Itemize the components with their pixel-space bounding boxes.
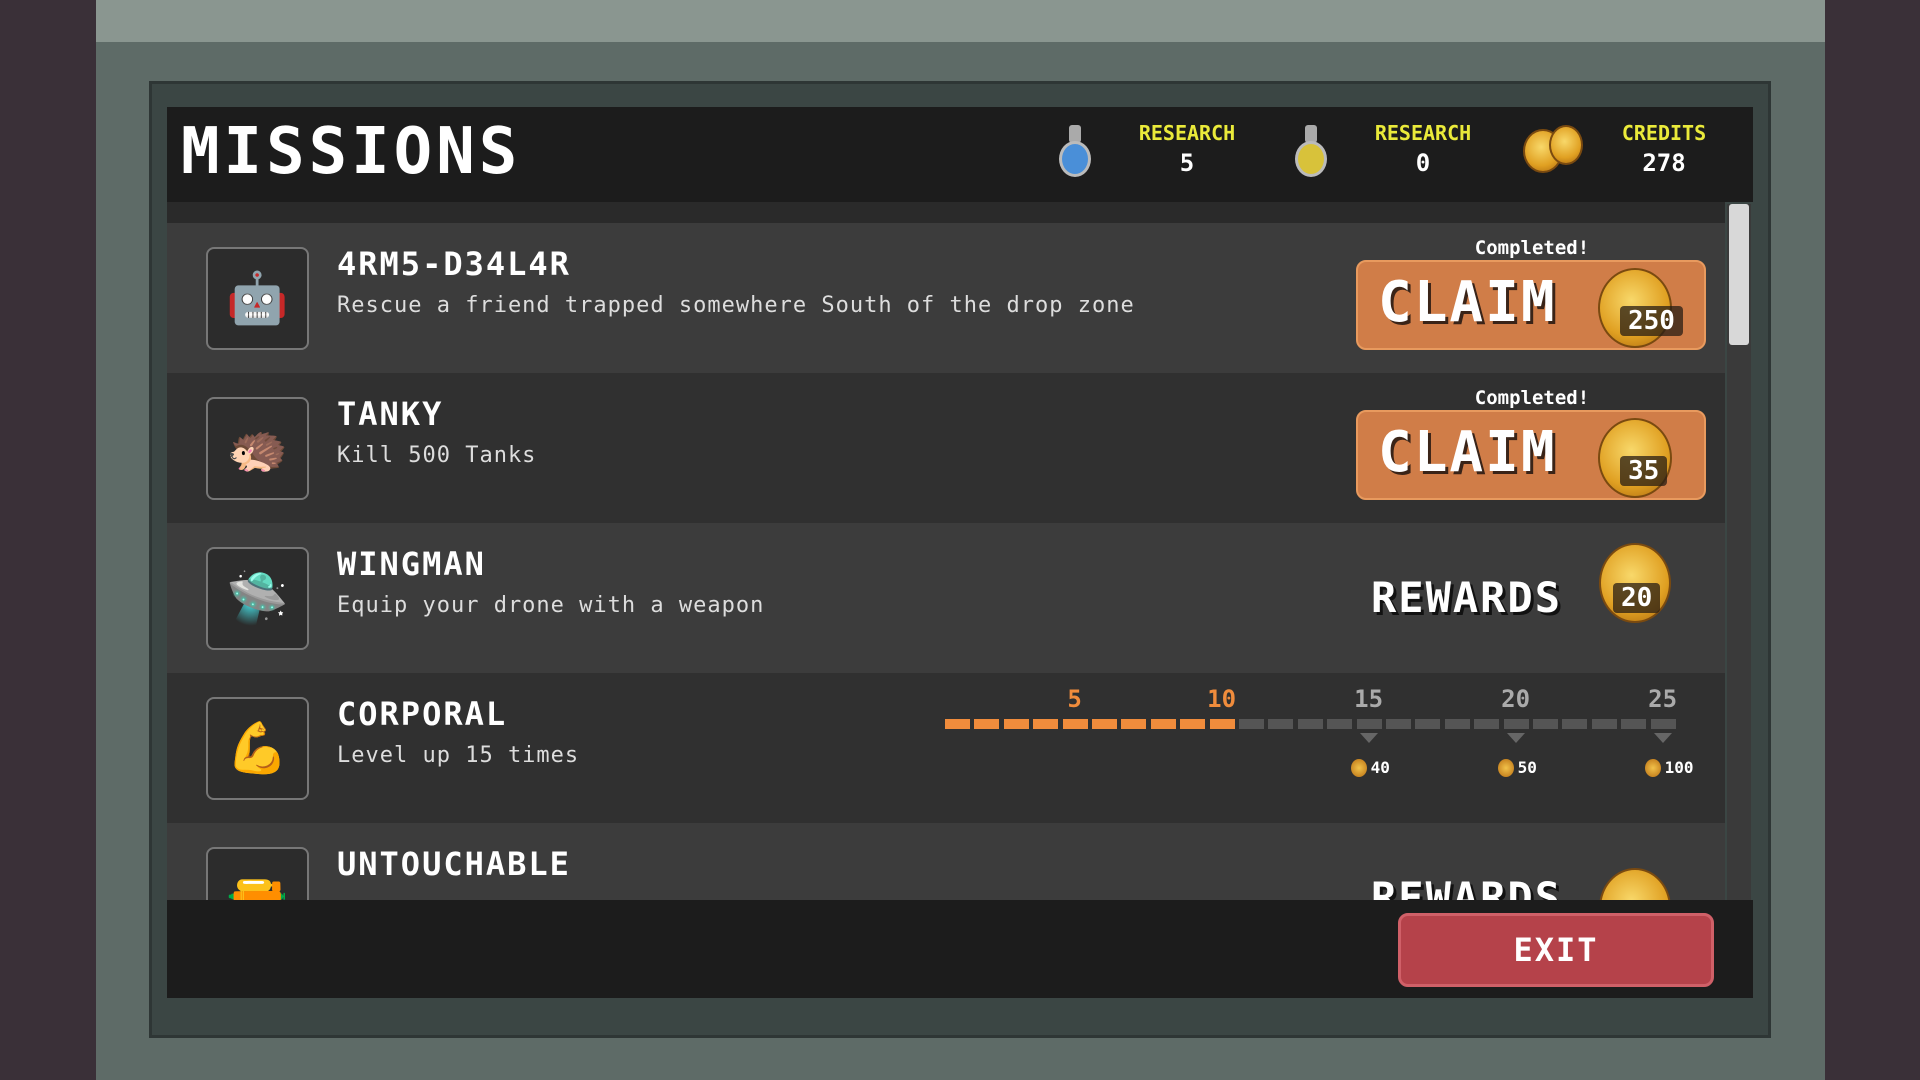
milestone-amount: 50 [1517,758,1537,777]
progress-tick-label: 10 [1207,685,1237,713]
mission-title: UNTOUCHABLE [337,845,571,883]
progress-segment [1062,719,1088,729]
rewards-label: REWARDS [1371,573,1563,622]
soldier-icon: 💪 [206,697,309,800]
mission-title: TANKY [337,395,444,433]
rewards-label: REWARDS [1371,873,1563,900]
blue-flask-icon [1057,125,1093,179]
window-frame-top [96,0,1825,42]
claim-button[interactable]: CLAIM 250 [1356,260,1706,350]
progress-segment [1444,719,1470,729]
yellow-flask-icon [1293,125,1329,179]
progress-segment [1297,719,1323,729]
progress-segment [1003,719,1029,729]
progress-segment [1562,719,1588,729]
progress-segment [1268,719,1294,729]
reward-amount: 250 [1620,306,1683,336]
background-left [0,0,96,1080]
mission-title: 4RM5-D34L4R [337,245,571,283]
progress-tick-label: 20 [1501,685,1531,713]
reward-amount: 20 [1613,583,1661,613]
progress-segment [1092,719,1117,729]
coin-icon [1644,758,1661,777]
milestone-reward: 40 [1350,758,1390,777]
gunner-icon: 🔫 [206,847,309,900]
research-label: RESEARCH [1138,121,1236,145]
milestone-marker [1506,733,1525,743]
claim-button[interactable]: CLAIM 35 [1356,410,1706,500]
progress-segment [1591,719,1617,729]
progress-segment [974,719,1000,729]
progress-tick-label: 15 [1354,685,1384,713]
completed-label: Completed! [1474,237,1590,259]
mission-row: 🛸 WINGMAN Equip your drone with a weapon… [167,523,1725,673]
mission-row: 💪 CORPORAL Level up 15 times 5 10 15 20 25 40… [167,673,1725,823]
mission-desc: Rescue a friend trapped somewhere South … [337,293,1135,318]
progress-segment [1150,719,1176,729]
research-value: 5 [1179,149,1195,177]
page-title: MISSIONS [181,115,522,189]
progress-segment [1327,719,1353,729]
reward-amount: 35 [1620,456,1668,486]
robot-icon: 🤖 [206,247,309,350]
claim-label: CLAIM [1378,270,1557,335]
mission-title: WINGMAN [337,545,486,583]
completed-label: Completed! [1474,387,1590,409]
progress-tick-label: 25 [1648,685,1678,713]
scrollbar[interactable] [1727,204,1751,900]
milestone-amount: 100 [1664,758,1694,777]
background-right [1825,0,1920,1080]
milestone-reward: 100 [1644,758,1694,777]
research-label: RESEARCH [1374,121,1472,145]
mission-row: 🤖 4RM5-D34L4R Rescue a friend trapped so… [167,223,1725,373]
mission-desc: Equip your drone with a weapon [337,593,765,618]
milestone-amount: 40 [1370,758,1390,777]
progress-segment [1386,719,1411,729]
hedgehog-icon: 🦔 [206,397,309,500]
progress-segment [1503,719,1529,729]
progress-segment [945,719,970,729]
progress-segment [1415,719,1441,729]
progress-segment [1621,719,1647,729]
progress-segment [1239,719,1264,729]
progress-segment [1209,719,1235,729]
research-value: 0 [1415,149,1431,177]
claim-label: CLAIM [1378,420,1557,485]
progress-segment [1474,719,1500,729]
header: MISSIONS RESEARCH 5 RESEARCH 0 CREDITS 2… [167,107,1753,202]
progress-segment [1033,719,1059,729]
progress-segment [1533,719,1558,729]
milestone-marker [1359,733,1378,743]
mission-title: CORPORAL [337,695,508,733]
exit-button[interactable]: EXIT [1398,913,1714,987]
progress-segment [1356,719,1382,729]
coin-icon [1497,758,1514,777]
milestone-reward: 50 [1497,758,1537,777]
progress-segment [1121,719,1147,729]
mission-list: 🤖 4RM5-D34L4R Rescue a friend trapped so… [167,202,1725,900]
progress-segment [1650,719,1676,729]
mission-desc: Kill 500 Tanks [337,443,537,468]
progress-segment [1180,719,1206,729]
coin-icon [1599,868,1671,900]
milestone-marker [1653,733,1672,743]
credits-value: 278 [1642,149,1686,177]
mission-row: 🦔 TANKY Kill 500 Tanks Completed! CLAIM … [167,373,1725,523]
mission-row: 🔫 UNTOUCHABLE REWARDS [167,823,1725,900]
progress-tick-label: 5 [1067,685,1082,713]
drone-icon: 🛸 [206,547,309,650]
mission-desc: Level up 15 times [337,743,580,768]
scrollbar-thumb[interactable] [1729,204,1749,345]
coin-icon [1350,758,1367,777]
credits-label: CREDITS [1621,121,1707,145]
